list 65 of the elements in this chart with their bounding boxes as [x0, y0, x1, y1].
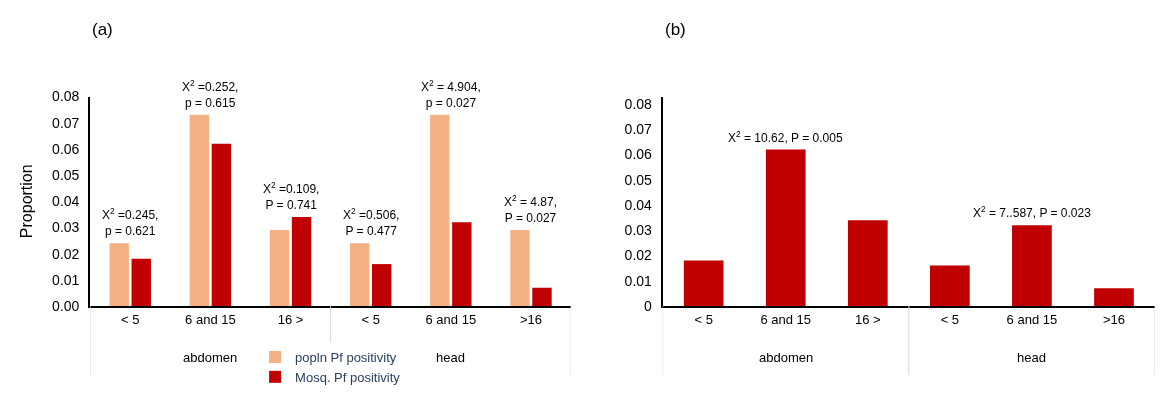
annotation: X$^{2}$ = 10.62, P = 0.005	[728, 129, 843, 146]
bar	[269, 230, 290, 306]
text: abdomen	[183, 350, 238, 365]
annotation: X$^{2}$ = 4.87, P = 0.027	[504, 193, 558, 225]
y-tick-label: 0.05	[52, 166, 80, 183]
text: abdomen	[759, 350, 814, 365]
bar	[847, 220, 888, 306]
legend-label: popln Pf positivity	[295, 350, 397, 366]
bar	[532, 287, 552, 306]
bar	[189, 114, 210, 306]
y-tick-label: 0.03	[52, 219, 80, 236]
text: head	[436, 350, 465, 365]
bar	[291, 216, 312, 306]
x-tick-label: < 5	[694, 311, 713, 327]
annotation: X$^{2}$ =0.506, P = 0.477	[343, 206, 400, 238]
bar	[1094, 288, 1134, 306]
y-tick-label: 0.06	[624, 146, 653, 163]
x-tick-label: < 5	[940, 311, 960, 327]
y-tick-label: 0.05	[624, 171, 653, 188]
bar	[510, 230, 530, 306]
x-tick-label: 16 >	[277, 311, 304, 327]
bar	[430, 114, 450, 306]
x-tick-label: < 5	[361, 311, 380, 327]
bar	[131, 258, 151, 306]
y-tick-label: 0.07	[52, 114, 80, 131]
y-axis-title: Proportion	[18, 164, 36, 239]
y-tick-label: 0.02	[624, 247, 653, 264]
y-tick-label: 0.01	[52, 271, 80, 288]
bar	[683, 260, 724, 306]
chart-title: (b)	[665, 20, 686, 39]
y-tick-label: 0.02	[52, 245, 80, 262]
x-tick-label: 6 and 15	[760, 311, 812, 327]
y-tick-label: 0.08	[52, 88, 80, 105]
y-tick-label: 0.01	[624, 272, 653, 289]
y-tick-label: 0.04	[624, 196, 653, 213]
bar	[930, 265, 970, 306]
y-tick-label: 0	[644, 297, 653, 314]
annotation: X$^{2}$ = 7..587, P = 0.023	[973, 204, 1092, 221]
x-tick-label: 6 and 15	[425, 311, 477, 327]
x-tick-label: 6 and 15	[185, 311, 236, 327]
y-tick-label: 0.06	[52, 140, 80, 157]
y-tick-label: 0.00	[52, 297, 80, 314]
x-tick-label: >16	[519, 311, 542, 327]
bar	[349, 243, 370, 306]
y-tick-label: 0.04	[52, 193, 80, 210]
annotation: X$^{2}$ =0.245, p = 0.621	[102, 206, 159, 238]
bar	[372, 264, 392, 306]
legend-label: Mosq. Pf positivity	[295, 369, 401, 385]
y-tick-label: 0.07	[624, 121, 653, 138]
x-tick-label: < 5	[121, 311, 140, 327]
x-tick-label: >16	[1102, 311, 1125, 327]
x-tick-label: 16 >	[854, 311, 881, 327]
y-tick-label: 0.03	[624, 222, 653, 239]
annotation: X$^{2}$ =0.252, p = 0.615	[182, 78, 239, 110]
bar	[452, 222, 472, 306]
y-tick-label: 0.08	[624, 96, 653, 113]
annotation: X$^{2}$ = 4.904, p = 0.027	[421, 78, 481, 110]
x-tick-label: 6 and 15	[1006, 311, 1058, 327]
bar	[109, 243, 129, 306]
bar	[211, 143, 232, 306]
bar	[1012, 225, 1052, 306]
annotation: X$^{2}$ =0.109, P = 0.741	[263, 180, 320, 212]
chart-title: (a)	[92, 20, 113, 39]
text: head	[1017, 350, 1046, 365]
bar	[765, 149, 806, 306]
